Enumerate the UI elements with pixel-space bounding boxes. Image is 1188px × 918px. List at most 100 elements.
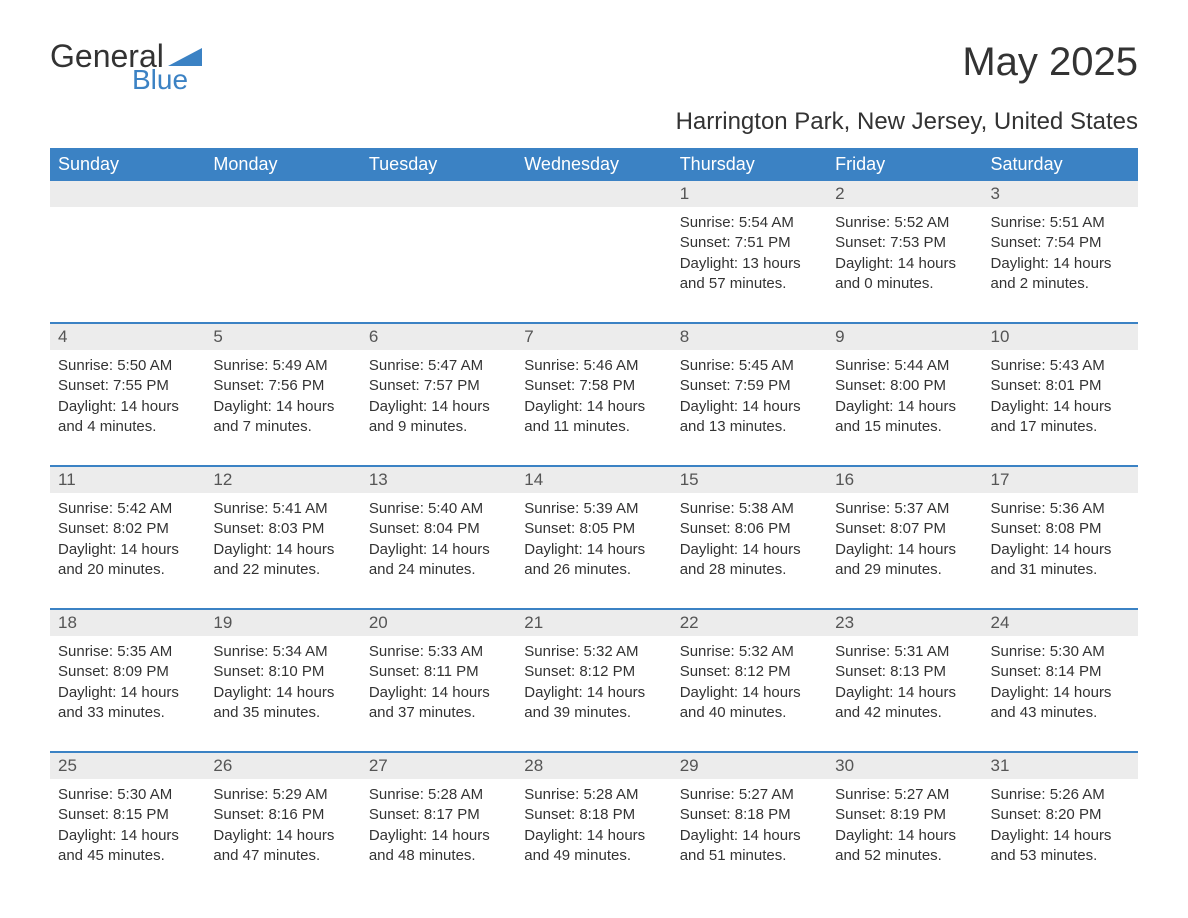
sunrise: Sunrise: 5:52 AM	[835, 213, 974, 233]
sunset-value: 8:15 PM	[113, 806, 169, 823]
day-number-cell: 31	[983, 753, 1138, 779]
daylight-label: Daylight:	[58, 684, 121, 701]
sunrise: Sunrise: 5:49 AM	[213, 356, 352, 376]
sunset-value: 8:12 PM	[579, 663, 635, 680]
day-data-cell: Sunrise: 5:44 AMSunset: 8:00 PMDaylight:…	[827, 350, 982, 466]
sunset: Sunset: 8:18 PM	[680, 805, 819, 825]
sunset-label: Sunset:	[369, 377, 424, 394]
day-number-cell: 2	[827, 181, 982, 207]
sunrise-label: Sunrise:	[524, 786, 583, 803]
day-number-cell: 10	[983, 324, 1138, 350]
day-data-cell: Sunrise: 5:32 AMSunset: 8:12 PMDaylight:…	[672, 636, 827, 752]
sunset-value: 8:05 PM	[579, 520, 635, 537]
daylight: Daylight: 14 hours and 2 minutes.	[991, 254, 1130, 295]
daylight: Daylight: 14 hours and 4 minutes.	[58, 397, 197, 438]
daylight-label: Daylight:	[991, 398, 1054, 415]
logo-text-blue: Blue	[132, 66, 202, 94]
sunrise: Sunrise: 5:46 AM	[524, 356, 663, 376]
day-data-row: Sunrise: 5:35 AM Sunset: 8:09 PM Daylight:…	[50, 636, 1138, 752]
sunset: Sunset: 8:19 PM	[835, 805, 974, 825]
sunset: Sunset: 8:05 PM	[524, 519, 663, 539]
sunset-label: Sunset:	[991, 234, 1046, 251]
sunset: Sunset: 8:00 PM	[835, 376, 974, 396]
sunset: Sunset: 8:04 PM	[369, 519, 508, 539]
day-number-cell: 18	[50, 610, 205, 636]
sunset-label: Sunset:	[680, 520, 735, 537]
day-data-cell: Sunrise: 5:45 AMSunset: 7:59 PMDaylight:…	[672, 350, 827, 466]
sunset: Sunset: 8:07 PM	[835, 519, 974, 539]
sunset: Sunset: 8:03 PM	[213, 519, 352, 539]
sunrise: Sunrise: 5:31 AM	[835, 642, 974, 662]
sunset-label: Sunset:	[680, 663, 735, 680]
day-header: Saturday	[983, 148, 1138, 181]
sunrise-label: Sunrise:	[213, 643, 272, 660]
daylight: Daylight: 14 hours and 52 minutes.	[835, 826, 974, 867]
day-data-cell: Sunrise: 5:30 AMSunset: 8:14 PMDaylight:…	[983, 636, 1138, 752]
daylight-label: Daylight:	[524, 684, 587, 701]
sunset-value: 7:53 PM	[890, 234, 946, 251]
sunset-value: 8:01 PM	[1046, 377, 1102, 394]
sunset: Sunset: 7:51 PM	[680, 233, 819, 253]
daylight-label: Daylight:	[680, 827, 743, 844]
daylight: Daylight: 14 hours and 47 minutes.	[213, 826, 352, 867]
daylight-label: Daylight:	[58, 827, 121, 844]
sunset: Sunset: 8:09 PM	[58, 662, 197, 682]
daylight-label: Daylight:	[369, 541, 432, 558]
sunrise-label: Sunrise:	[680, 214, 739, 231]
day-number-row: 123	[50, 181, 1138, 207]
daylight-label: Daylight:	[369, 827, 432, 844]
day-data-cell: Sunrise: 5:27 AMSunset: 8:19 PMDaylight:…	[827, 779, 982, 872]
sunset: Sunset: 8:14 PM	[991, 662, 1130, 682]
day-number-row: 45678910	[50, 324, 1138, 350]
daylight: Daylight: 14 hours and 51 minutes.	[680, 826, 819, 867]
sunrise-label: Sunrise:	[524, 643, 583, 660]
sunset-label: Sunset:	[991, 806, 1046, 823]
sunrise-value: 5:47 AM	[428, 357, 483, 374]
sunset: Sunset: 8:17 PM	[369, 805, 508, 825]
sunset-value: 7:55 PM	[113, 377, 169, 394]
day-number-cell: 4	[50, 324, 205, 350]
day-data-cell: Sunrise: 5:49 AMSunset: 7:56 PMDaylight:…	[205, 350, 360, 466]
sunset-label: Sunset:	[58, 806, 113, 823]
daylight: Daylight: 14 hours and 26 minutes.	[524, 540, 663, 581]
day-data-cell: Sunrise: 5:26 AMSunset: 8:20 PMDaylight:…	[983, 779, 1138, 872]
sunset-value: 8:13 PM	[890, 663, 946, 680]
day-data-row: Sunrise: 5:42 AMSunset: 8:02 PMDaylight:…	[50, 493, 1138, 609]
sunrise: Sunrise: 5:51 AM	[991, 213, 1130, 233]
sunrise-label: Sunrise:	[58, 500, 117, 517]
sunset-label: Sunset:	[213, 520, 268, 537]
sunset: Sunset: 8:13 PM	[835, 662, 974, 682]
sunrise-value: 5:35 AM	[117, 643, 172, 660]
sunrise-value: 5:32 AM	[739, 643, 794, 660]
sunrise: Sunrise: 5:39 AM	[524, 499, 663, 519]
sunrise-label: Sunrise:	[369, 643, 428, 660]
day-data-cell	[205, 207, 360, 323]
sunset-value: 8:08 PM	[1046, 520, 1102, 537]
sunrise-value: 5:27 AM	[739, 786, 794, 803]
sunset-label: Sunset:	[524, 520, 579, 537]
sunrise-value: 5:42 AM	[117, 500, 172, 517]
sunset-value: 7:56 PM	[268, 377, 324, 394]
sunset-label: Sunset:	[369, 520, 424, 537]
sunset-value: 8:18 PM	[579, 806, 635, 823]
sunrise: Sunrise: 5:27 AM	[680, 785, 819, 805]
sunset-value: 8:20 PM	[1046, 806, 1102, 823]
sunset-label: Sunset:	[524, 806, 579, 823]
day-data-cell: Sunrise: 5:38 AMSunset: 8:06 PMDaylight:…	[672, 493, 827, 609]
sunset-label: Sunset:	[213, 663, 268, 680]
daylight-label: Daylight:	[680, 541, 743, 558]
sunrise: Sunrise: 5:30 AM	[58, 785, 197, 805]
sunrise: Sunrise: 5:32 AM	[524, 642, 663, 662]
day-data-cell	[361, 207, 516, 323]
daylight: Daylight: 14 hours and 29 minutes.	[835, 540, 974, 581]
daylight: Daylight: 14 hours and 48 minutes.	[369, 826, 508, 867]
sunrise: Sunrise: 5:36 AM	[991, 499, 1130, 519]
sunrise: Sunrise: 5:29 AM	[213, 785, 352, 805]
day-number-cell: 26	[205, 753, 360, 779]
sunrise: Sunrise: 5:47 AM	[369, 356, 508, 376]
day-number-cell: 28	[516, 753, 671, 779]
sunrise: Sunrise: 5:42 AM	[58, 499, 197, 519]
daylight-label: Daylight:	[58, 541, 121, 558]
sunrise-label: Sunrise:	[58, 786, 117, 803]
sunset: Sunset: 8:02 PM	[58, 519, 197, 539]
